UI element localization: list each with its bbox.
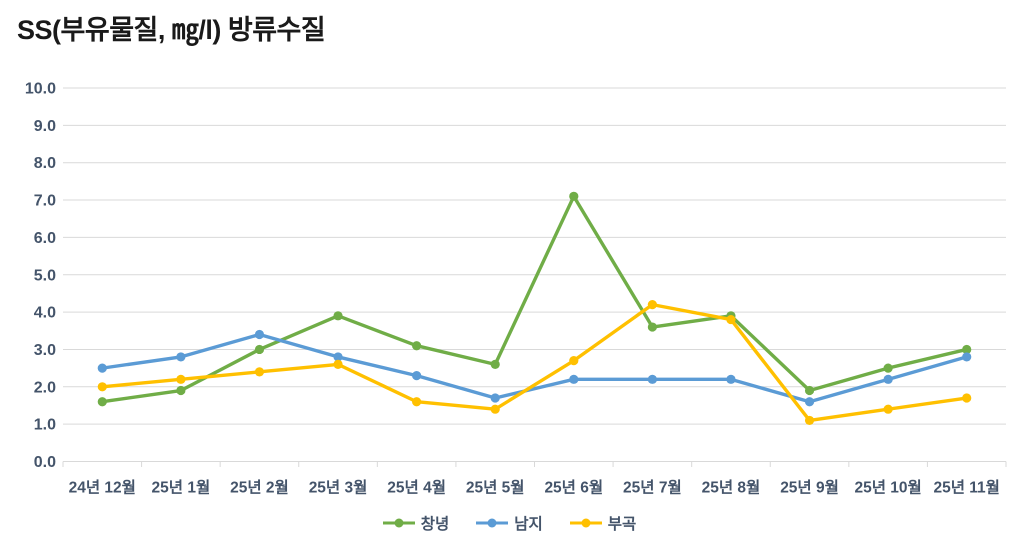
data-point-namji [333,352,343,362]
data-point-namji [962,352,972,362]
x-axis-category-label: 25년 1월 [152,478,211,497]
x-axis-category-label: 24년 12월 [69,478,136,497]
chart-title: SS(부유물질, ㎎/l) 방류수질 [17,15,326,45]
data-point-bugok [726,314,736,325]
legend: 창녕 남지 부곡 [0,512,1018,534]
legend-label-changnyeong: 창녕 [420,516,450,533]
data-point-changnyeong [333,311,343,321]
legend-item-changnyeong: 창녕 [382,512,450,534]
series-line-namji [100,332,969,404]
x-axis-category-label: 25년 9월 [780,478,839,497]
data-point-changnyeong [804,385,815,396]
legend-marker-dot [581,518,591,528]
data-point-bugok [804,415,815,426]
data-point-namji [254,329,265,340]
y-axis-tick-label: 8.0 [34,155,56,172]
y-axis-tick-label: 5.0 [34,267,56,284]
series-line-changnyeong [100,194,969,404]
data-point-bugok [883,404,893,414]
data-point-changnyeong [962,344,972,355]
data-point-bugok [647,300,657,310]
data-point-changnyeong [490,359,500,369]
data-point-changnyeong [647,322,657,332]
x-axis-category-label: 25년 7월 [623,478,682,497]
y-axis-tick-label: 9.0 [34,118,56,135]
legend-label-bugok: 부곡 [607,516,637,533]
legend-marker-dot [487,518,497,528]
data-point-namji [97,363,107,373]
x-axis-category-label: 25년 2월 [230,478,289,497]
y-axis-tick-label: 2.0 [34,379,56,396]
data-point-namji [176,352,186,362]
y-axis-tick-label: 1.0 [34,417,56,434]
data-point-bugok [176,374,186,384]
data-point-namji [883,374,893,384]
y-axis-tick-label: 6.0 [34,230,56,247]
data-point-bugok [412,397,422,407]
x-axis-category-label: 25년 4월 [387,478,446,497]
legend-item-bugok: 부곡 [569,512,637,534]
data-point-bugok [254,367,265,377]
legend-marker-bugok [569,518,602,528]
data-point-changnyeong [883,363,893,373]
x-axis-category-label: 25년 3월 [309,478,368,497]
data-point-bugok [962,393,972,403]
data-point-changnyeong [254,344,265,355]
y-axis-tick-label: 7.0 [34,193,56,210]
data-point-namji [647,374,657,384]
data-point-changnyeong [412,341,422,351]
data-point-bugok [490,404,500,414]
x-axis-category-label: 25년 8월 [702,478,761,497]
data-point-changnyeong [176,385,186,396]
x-axis-category-label: 25년 11월 [933,478,999,497]
y-axis-tick-label: 4.0 [34,305,56,322]
data-point-namji [490,393,500,403]
x-axis-category-label: 25년 6월 [544,478,603,497]
data-point-namji [804,397,815,407]
data-point-changnyeong [569,191,579,201]
legend-item-namji: 남지 [475,512,543,534]
y-axis-tick-label: 0.0 [34,454,56,471]
data-point-bugok [97,382,107,392]
x-axis-category-label: 25년 5월 [466,478,525,497]
x-axis-category-label: 25년 10월 [854,478,921,497]
data-point-namji [412,370,422,381]
legend-marker-changnyeong [382,518,415,528]
data-point-changnyeong [97,397,107,407]
legend-marker-dot [394,518,404,528]
data-point-bugok [569,356,579,366]
legend-label-namji: 남지 [514,516,543,533]
series-line-bugok [100,302,969,423]
y-axis-tick-label: 3.0 [34,342,56,359]
data-point-bugok [333,359,343,369]
y-axis-tick-label: 10.0 [25,81,56,98]
legend-marker-namji [476,518,509,528]
data-point-namji [569,374,579,384]
data-point-namji [726,374,736,384]
